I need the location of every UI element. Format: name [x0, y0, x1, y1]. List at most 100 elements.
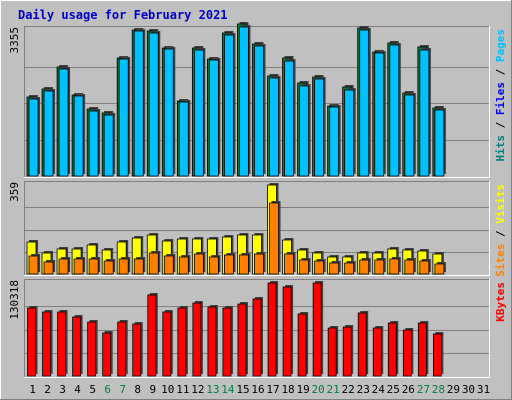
bar-sites-day-6 [103, 260, 114, 275]
bar-kbytes-day-7 [117, 321, 127, 377]
bar-files-day-21 [329, 106, 340, 177]
x-tick-day-9: 9 [149, 383, 156, 396]
bar-files-day-9 [148, 32, 159, 177]
bar-sites-day-22 [344, 262, 355, 275]
bar-files-day-22 [344, 89, 355, 177]
bar-files-day-14 [224, 34, 234, 177]
bar-sites-day-18 [284, 253, 294, 275]
x-tick-day-25: 25 [387, 383, 400, 396]
legend-separator: / [494, 62, 507, 82]
x-tick-day-30: 30 [462, 383, 475, 396]
bar-files-day-23 [359, 29, 370, 177]
bar-sites-day-4 [73, 258, 84, 275]
x-tick-day-2: 2 [44, 383, 51, 396]
bar-kbytes-day-3 [57, 311, 66, 377]
chart-title: Daily usage for February 2021 [18, 8, 228, 22]
x-tick-day-14: 14 [221, 383, 235, 396]
bar-files-day-4 [73, 95, 84, 177]
bar-files-day-24 [374, 52, 385, 177]
bar-kbytes-day-26 [402, 329, 412, 377]
bar-files-day-27 [419, 49, 430, 177]
panel-max-label: 359 [8, 182, 21, 202]
bar-sites-day-7 [118, 258, 129, 275]
bar-kbytes-day-5 [87, 321, 97, 377]
x-tick-day-4: 4 [74, 383, 81, 396]
x-tick-day-22: 22 [342, 383, 355, 396]
x-tick-day-5: 5 [89, 383, 96, 396]
bar-kbytes-day-15 [237, 303, 247, 377]
x-tick-day-7: 7 [119, 383, 126, 396]
bar-kbytes-day-17 [267, 282, 277, 377]
bar-kbytes-day-13 [207, 306, 217, 377]
panel-legend: Hits / Files / Pages [494, 29, 507, 162]
panel-bars [26, 183, 446, 275]
bar-kbytes-day-1 [27, 307, 36, 377]
bar-kbytes-day-19 [297, 313, 307, 377]
x-tick-day-12: 12 [191, 383, 204, 396]
bar-kbytes-day-2 [42, 311, 51, 377]
panel-legend: Sites / Visits [494, 184, 507, 277]
legend-sites: Sites [494, 244, 507, 277]
bar-sites-day-16 [254, 253, 264, 275]
bar-files-day-26 [404, 94, 415, 177]
bar-files-day-5 [88, 110, 99, 177]
bar-kbytes-day-23 [357, 312, 367, 377]
bar-kbytes-day-6 [102, 332, 112, 377]
bar-sites-day-11 [178, 256, 189, 275]
bar-kbytes-day-20 [312, 282, 322, 377]
x-tick-day-16: 16 [251, 383, 264, 396]
legend-visits: Visits [494, 184, 507, 224]
bar-kbytes-day-12 [192, 302, 202, 377]
x-tick-day-28: 28 [432, 383, 445, 396]
bar-files-day-19 [299, 85, 309, 177]
panel-legend-text: Sites / Visits [494, 184, 507, 277]
panel-max-label: 130318 [8, 280, 21, 320]
bar-files-day-11 [178, 101, 189, 177]
bar-sites-day-27 [419, 260, 430, 275]
bar-sites-day-12 [193, 253, 204, 275]
panel-legend: KBytes [494, 282, 507, 322]
bar-sites-day-19 [299, 259, 309, 275]
panel-bars [27, 281, 444, 377]
x-tick-day-1: 1 [29, 383, 36, 396]
x-tick-day-23: 23 [357, 383, 370, 396]
bar-kbytes-day-10 [162, 311, 172, 377]
x-tick-day-17: 17 [266, 383, 279, 396]
bar-kbytes-day-28 [432, 333, 442, 377]
bar-kbytes-day-22 [342, 326, 352, 377]
bar-sites-day-8 [133, 258, 144, 275]
bar-kbytes-day-24 [372, 327, 382, 377]
bar-files-day-8 [133, 30, 144, 177]
x-tick-day-21: 21 [327, 383, 340, 396]
x-tick-day-6: 6 [104, 383, 111, 396]
bar-kbytes-day-27 [417, 322, 427, 377]
chart-panel-3: 130318 KBytes [8, 279, 507, 378]
bar-sites-day-25 [389, 258, 400, 275]
legend-separator: / [494, 115, 507, 135]
x-tick-day-31: 31 [477, 383, 490, 396]
bar-files-day-1 [28, 98, 39, 177]
panel-legend-text: Hits / Files / Pages [494, 29, 507, 162]
bar-files-day-15 [239, 26, 249, 177]
bar-kbytes-day-25 [387, 322, 397, 377]
bar-sites-day-10 [163, 255, 174, 275]
x-tick-day-11: 11 [176, 383, 189, 396]
panel-legend-text: KBytes [494, 282, 507, 322]
panel-bars [26, 22, 446, 177]
x-tick-day-3: 3 [59, 383, 66, 396]
bar-files-day-12 [193, 49, 204, 177]
bar-sites-day-21 [329, 262, 340, 275]
bar-files-day-10 [163, 48, 174, 177]
bar-sites-day-15 [239, 254, 249, 275]
bar-files-day-2 [43, 90, 54, 177]
x-tick-day-18: 18 [281, 383, 294, 396]
bar-kbytes-day-21 [327, 327, 337, 377]
bar-sites-day-24 [374, 259, 385, 275]
panel-max-label: 3355 [8, 27, 21, 54]
bar-sites-day-5 [88, 258, 99, 275]
bar-kbytes-day-16 [252, 298, 262, 377]
bar-kbytes-day-11 [177, 307, 187, 377]
bar-sites-day-28 [434, 263, 445, 275]
